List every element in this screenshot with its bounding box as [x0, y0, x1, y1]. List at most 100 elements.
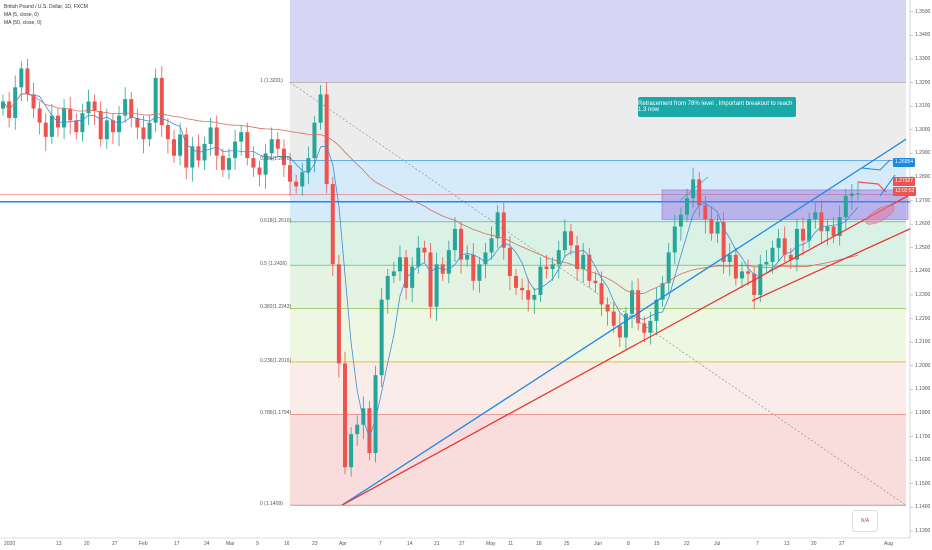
candle-body: [98, 110, 103, 140]
candle-body: [257, 167, 262, 175]
candle-body: [672, 226, 677, 253]
candle-body: [562, 231, 567, 251]
candle-body: [813, 212, 818, 220]
candle-body: [495, 212, 500, 239]
annotation-callout[interactable]: Retracement from 78% level , Important b…: [638, 97, 796, 117]
y-tick-label: 1.1600: [915, 457, 931, 464]
candle-body: [727, 254, 732, 262]
fib-level-label: 0.5 (1.2426): [260, 261, 287, 268]
candle-body: [43, 122, 48, 137]
candle-body: [153, 77, 158, 123]
x-tick-label: 8: [627, 541, 630, 547]
candle-body: [630, 290, 635, 314]
candle-body: [617, 325, 622, 338]
candle-body: [544, 266, 549, 269]
candle-body: [575, 245, 580, 269]
candle-body: [269, 139, 274, 154]
candle-body: [678, 214, 683, 227]
x-tick-label: 24: [204, 541, 210, 547]
candle-body: [568, 231, 573, 246]
candle-body: [74, 120, 79, 133]
candle-body: [849, 193, 854, 196]
candle-body: [294, 181, 299, 187]
x-tick-label: 27: [459, 541, 465, 547]
candle-body: [202, 143, 207, 161]
candle-body: [226, 158, 231, 170]
y-tick-label: 1.2400: [915, 268, 931, 275]
y-tick-label: 1.3500: [915, 8, 931, 15]
candle-body: [263, 153, 268, 175]
x-tick-label: 22: [684, 541, 690, 547]
candle-body: [379, 299, 384, 376]
x-tick-label: 17: [174, 541, 180, 547]
candle-body: [666, 252, 671, 284]
candle-body: [159, 77, 164, 126]
candle-body: [739, 271, 744, 279]
y-tick-label: 1.2700: [915, 197, 931, 204]
fib-zone: [290, 361, 906, 415]
candle-body: [709, 219, 714, 234]
y-tick-label: 1.1500: [915, 480, 931, 487]
candle-body: [660, 283, 665, 300]
candle-body: [507, 247, 512, 277]
y-tick-label: 1.3200: [915, 79, 931, 86]
candle-body: [642, 323, 647, 333]
candle-body: [92, 101, 97, 111]
candle-body: [233, 141, 238, 159]
candle-body: [831, 226, 836, 236]
blue-trend-line: [341, 138, 907, 506]
y-tick-label: 1.1700: [915, 433, 931, 440]
candle-body: [397, 257, 402, 272]
ma-fast-line: [2, 93, 859, 439]
tradingview-badge[interactable]: N/A: [852, 510, 878, 532]
candle-body: [422, 247, 427, 253]
candle-body: [281, 148, 286, 166]
candle-body: [68, 108, 73, 121]
trend-lines: [289, 82, 911, 506]
x-tick-label: 13: [784, 541, 790, 547]
candle-body: [239, 132, 244, 142]
candle-body: [715, 221, 720, 234]
candle-body: [703, 205, 708, 220]
y-tick-label: 1.2100: [915, 339, 931, 346]
candle-body: [55, 115, 60, 128]
x-tick-label: 18: [536, 541, 542, 547]
candle-body: [123, 99, 128, 116]
fib-zone: [290, 221, 906, 266]
y-tick-label: 1.2500: [915, 244, 931, 251]
x-tick-label: 20: [84, 541, 90, 547]
y-tick-label: 1.1400: [915, 504, 931, 511]
last-price-tag: 1.27327: [893, 177, 916, 186]
candle-body: [19, 68, 24, 88]
candle-body: [550, 264, 555, 269]
candle-body: [147, 122, 152, 140]
resistance-price-tag: 1.26954: [893, 158, 916, 167]
pullback-arrow: [857, 181, 887, 193]
x-tick-label: 7: [756, 541, 759, 547]
candle-body: [275, 139, 280, 149]
candle-body: [452, 228, 457, 251]
fib-level-label: 0.786(1.1794): [260, 410, 292, 417]
x-tick-label: 20: [811, 541, 817, 547]
fib-zone: [290, 308, 906, 362]
candle-body: [623, 313, 628, 338]
x-tick-label: 15: [654, 541, 660, 547]
candle-body: [685, 198, 689, 215]
candle-body: [856, 193, 860, 195]
candle-body: [318, 94, 323, 123]
candle-body: [135, 117, 140, 128]
candle-body: [196, 146, 201, 161]
candle-body: [807, 219, 812, 241]
candle-body: [605, 304, 610, 312]
candle-body: [654, 299, 659, 321]
red-trend-line-2: [751, 228, 911, 302]
candle-body: [556, 250, 561, 265]
legend-title: British Pound / U.S. Dollar, 1D, FXCM: [4, 4, 88, 10]
candle-body: [330, 184, 335, 265]
candle-body: [343, 363, 347, 468]
x-tick-label: 25: [564, 541, 570, 547]
candle-body: [110, 120, 115, 133]
y-tick-label: 1.2800: [915, 173, 931, 180]
candle-body: [251, 158, 256, 168]
